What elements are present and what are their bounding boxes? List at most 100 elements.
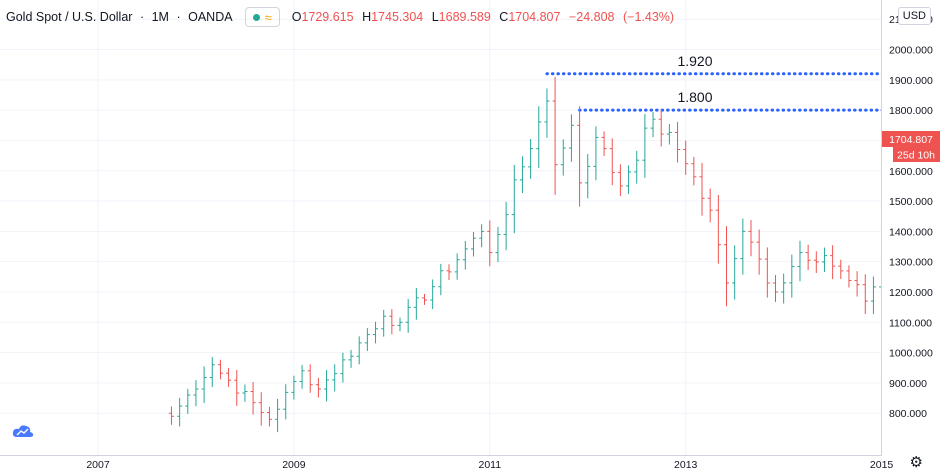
price-bar [266,406,272,427]
price-bar [642,114,648,178]
y-tick-label: 800.000 [889,408,927,420]
price-bar [724,226,730,307]
price-bar [226,367,232,387]
price-bar [511,164,517,234]
price-bar [740,218,746,275]
price-bar [593,126,599,181]
price-bar [772,275,778,302]
price-bar [438,263,444,296]
y-tick-label: 1300.000 [889,257,933,269]
price-bar [258,392,264,426]
price-bar [699,162,705,216]
price-bar [830,245,836,280]
price-bar [430,279,436,310]
price-bar [748,220,754,257]
price-tags: 1704.807 25d 10h [882,130,940,162]
price-bar [291,375,297,400]
high-value: 1745.304 [371,10,424,24]
price-bar [691,156,697,186]
y-tick-label: 1900.000 [889,75,933,87]
price-bar [568,114,574,162]
price-bar [715,195,721,264]
price-bar [560,139,566,176]
price-bar [764,247,770,298]
level-1800[interactable]: 1.800 [578,89,943,112]
price-bar [797,240,803,282]
price-bar [528,139,534,179]
price-bar [422,293,427,305]
change-percent: (−1.43%) [622,10,675,24]
symbol-interval: 1M [151,10,169,24]
price-bar [544,88,550,138]
ohlc-bars [168,76,942,433]
gear-icon[interactable]: ⚙ [909,454,923,471]
price-bar [552,76,558,195]
price-bar [854,271,860,297]
horizontal-levels[interactable]: 1.920 1.800 [545,53,943,112]
y-tick-label: 1200.000 [889,287,933,299]
status-dot-icon [252,13,260,21]
price-bar [821,247,827,272]
price-bar [201,366,207,403]
price-bar [634,150,640,184]
price-bar [234,369,240,406]
x-tick-label: 2009 [282,459,306,471]
y-tick-label: 1100.000 [889,317,932,329]
close-value: 1704.807 [508,10,561,24]
tradingview-cloud-icon[interactable] [12,424,34,438]
price-bar [413,287,419,320]
price-bar [870,276,876,315]
y-tick-label: 1600.000 [889,166,933,178]
symbol-title[interactable]: Gold Spot / U.S. Dollar · 1M · OANDA [6,10,233,24]
price-bar [373,321,379,344]
x-tick-label: 2013 [674,459,698,471]
price-bar [675,122,681,163]
price-bar [536,106,542,169]
price-bar [683,140,689,175]
price-axis-pane [882,0,943,456]
price-bar [862,274,868,315]
price-bar [307,364,313,393]
price-bar [846,265,852,288]
price-bar [707,188,713,223]
chart-legend: Gold Spot / U.S. Dollar · 1M · OANDA ≈ O… [6,6,679,28]
indicator-toggle[interactable]: ≈ [244,7,280,27]
price-bar [389,309,395,335]
price-bar [585,154,591,199]
price-bar [299,364,305,389]
price-bar [315,377,321,398]
y-tick-label: 1400.000 [889,226,933,238]
time-axis[interactable]: 2007 2009 2011 2013 2015 [86,459,893,471]
y-tick-label: 1000.000 [889,348,933,360]
low-value: 1689.589 [438,10,491,24]
currency-badge[interactable]: USD [897,7,931,25]
price-bar [503,202,509,251]
last-price-tag [882,130,940,147]
level-1920[interactable]: 1.920 [545,53,943,76]
price-bar [617,164,623,196]
price-bar [495,226,501,263]
price-bar [805,244,811,271]
price-bar [185,388,191,414]
open-value: 1729.615 [301,10,354,24]
symbol-source: OANDA [188,10,233,24]
ohlc-values: O1729.615 H1745.304 L1689.589 C1704.807 … [291,10,675,24]
level-label: 1.800 [677,89,712,105]
price-bar [658,109,664,147]
price-bar [666,124,672,145]
price-bar [454,253,460,280]
price-bar [356,336,362,365]
price-bar [756,229,762,275]
x-tick-label: 2011 [479,459,502,471]
price-bar [462,240,468,270]
x-tick-label: 2015 [870,459,894,471]
price-bar [209,357,215,387]
price-bar [217,359,223,380]
price-bar [340,352,346,383]
price-bar [519,156,525,193]
last-price-label: 1704.807 [889,134,933,146]
price-bar [275,398,281,433]
price-bar [781,273,787,304]
price-bar [242,384,248,402]
